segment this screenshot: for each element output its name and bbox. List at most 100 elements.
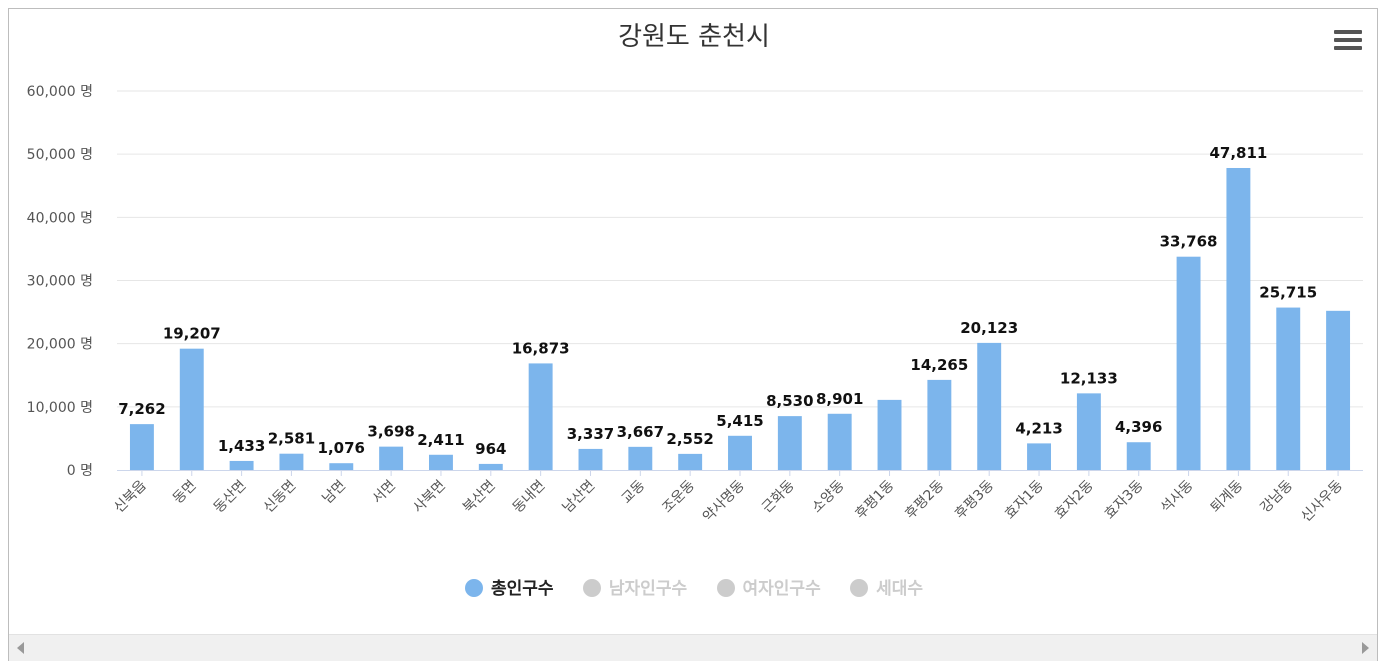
data-label: 3,667 [617,423,664,441]
data-label: 1,433 [218,437,265,455]
x-tick-label: 효자3동 [1102,477,1147,522]
x-tick-label: 효자2동 [1052,477,1097,522]
arrow-right-icon[interactable] [1362,642,1369,654]
data-label: 2,411 [417,431,464,449]
bar[interactable] [1176,256,1201,470]
data-label: 19,207 [163,325,221,343]
legend: 총인구수 남자인구수 여자인구수 세대수 [0,574,1388,599]
data-label: 16,873 [512,339,570,357]
x-tick-label: 신동면 [261,478,300,517]
hamburger-menu-icon[interactable] [1334,30,1362,52]
data-label: 20,123 [960,319,1018,337]
data-label: 47,811 [1209,144,1267,162]
x-tick-label: 서면 [369,478,399,508]
x-tick-label: 석사동 [1158,477,1197,516]
legend-dot-icon [582,579,601,597]
bar[interactable] [977,342,1002,470]
data-label: 2,581 [268,430,315,448]
x-tick-label: 남산면 [560,478,599,517]
data-label: 33,768 [1160,233,1218,251]
bar[interactable] [1076,393,1101,470]
x-tick-label: 조운동 [659,477,698,516]
bar[interactable] [428,454,453,470]
data-label: 25,715 [1259,284,1317,302]
x-tick-label: 신북읍 [111,477,150,516]
data-label: 5,415 [716,412,763,430]
bar[interactable] [877,399,902,470]
y-axis: 0 명 10,000 명 20,000 명 30,000 명 40,000 명 50,00… [27,84,93,479]
legend-item-households[interactable]: 세대수 [850,574,923,599]
x-tick-label: 신사우동 [1298,477,1346,525]
x-tick-label: 동내면 [510,478,549,517]
data-label: 14,265 [910,356,968,374]
bar[interactable] [129,424,154,470]
y-tick-label: 40,000 명 [27,210,93,226]
x-tick-label: 교동 [619,477,649,507]
x-axis: 신북읍 동면 동산면 신동면 남면 서면 사북면 북산면 동내면 남산면 교동 조운동 약사명동 근화동 소… [111,470,1363,525]
x-tick-label: 동면 [170,478,200,508]
data-label: 8,901 [816,390,863,408]
x-tick-label: 강남동 [1257,477,1296,516]
bar[interactable] [827,413,852,470]
data-label: 4,213 [1015,419,1062,437]
data-label: 1,076 [318,439,365,457]
chart-title: 강원도 춘천시 [618,22,770,52]
x-tick-label: 북산면 [460,478,499,517]
data-label: 2,552 [666,430,713,448]
x-tick-label: 사북면 [410,478,449,517]
grid-lines [117,90,1363,408]
x-tick-label: 약사명동 [700,477,748,525]
x-tick-label: 소양동 [809,477,848,516]
data-label: 4,396 [1115,418,1162,436]
bar[interactable] [1027,443,1052,470]
bar[interactable] [229,460,254,470]
y-tick-label: 0 명 [67,463,93,479]
bar[interactable] [728,435,752,470]
bar[interactable] [179,348,204,470]
data-label: 8,530 [766,392,813,410]
data-label: 12,133 [1060,369,1118,387]
x-tick-label: 효자1동 [1002,477,1047,522]
data-label: 3,337 [567,425,614,443]
legend-dot-icon [850,579,869,597]
bar[interactable] [578,448,603,470]
y-tick-label: 30,000 명 [27,274,93,290]
chart-frame [8,8,1378,661]
bar[interactable] [528,363,553,470]
bar[interactable] [1126,442,1151,470]
bar[interactable] [279,453,304,470]
horizontal-scrollbar[interactable] [9,634,1377,661]
bar[interactable] [1276,307,1301,470]
y-tick-label: 10,000 명 [27,400,93,416]
bar-chart: 0 명 10,000 명 20,000 명 30,000 명 40,000 명 50,00… [27,84,1363,525]
legend-dot-icon [716,579,735,597]
bar[interactable] [329,463,354,470]
bar[interactable] [379,446,404,470]
bars [129,167,1351,471]
bar[interactable] [927,379,952,470]
bar[interactable] [1326,310,1351,470]
y-tick-label: 60,000 명 [27,84,93,100]
data-label: 7,262 [118,400,165,418]
legend-item-female[interactable]: 여자인구수 [716,574,821,599]
legend-item-total[interactable]: 총인구수 [464,574,554,599]
data-label: 3,698 [367,423,414,441]
x-tick-label: 근화동 [759,477,798,516]
bar[interactable] [478,463,503,470]
bar[interactable] [628,446,653,470]
y-tick-label: 20,000 명 [27,337,93,353]
x-tick-label: 후평1동 [852,477,897,522]
data-label: 964 [475,440,506,458]
x-tick-label: 동산면 [211,478,250,517]
legend-dot-icon [464,579,483,597]
bar[interactable] [1226,167,1251,471]
bar[interactable] [678,453,703,470]
arrow-left-icon[interactable] [17,642,24,654]
x-tick-label: 후평3동 [952,477,997,522]
legend-item-male[interactable]: 남자인구수 [582,574,687,599]
y-tick-label: 50,000 명 [27,147,93,163]
x-tick-label: 퇴계동 [1208,477,1247,516]
bar[interactable] [777,416,802,470]
x-tick-label: 후평2동 [902,477,947,522]
